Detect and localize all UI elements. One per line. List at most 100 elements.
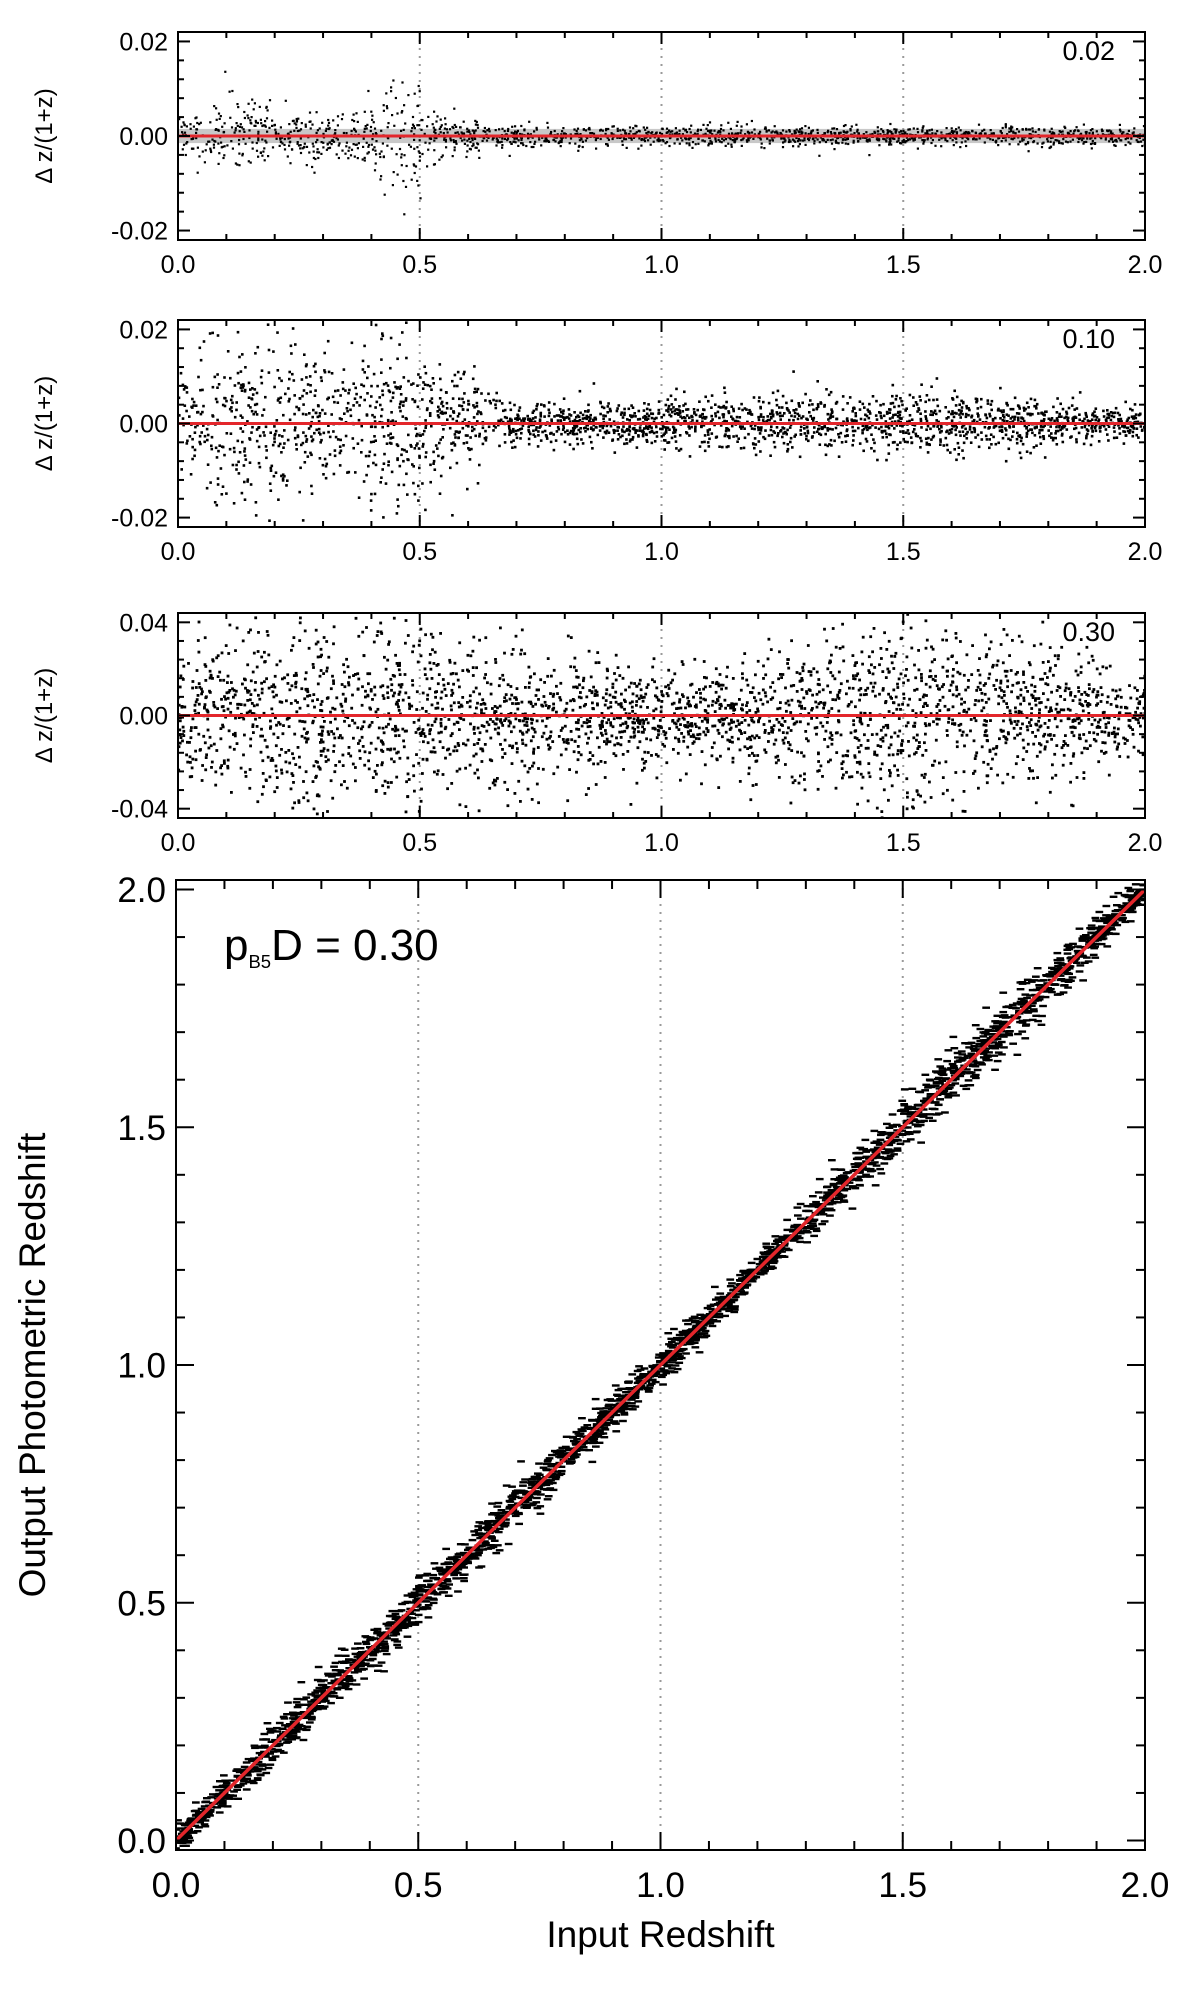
data-point — [747, 137, 750, 140]
data-point — [852, 439, 855, 442]
data-point — [461, 426, 465, 430]
data-point — [459, 377, 463, 380]
data-point — [401, 415, 405, 418]
data-point — [412, 774, 416, 778]
data-point — [861, 429, 864, 432]
data-point — [657, 733, 660, 737]
data-point — [249, 628, 252, 632]
data-point — [516, 131, 519, 134]
data-point — [1066, 416, 1070, 420]
data-point — [250, 431, 253, 434]
data-point — [938, 409, 942, 413]
data-point — [455, 419, 458, 423]
data-point — [900, 399, 903, 403]
data-point — [983, 692, 987, 696]
data-point — [734, 138, 737, 141]
data-point — [557, 142, 560, 145]
data-point — [322, 473, 325, 476]
data-point — [1003, 669, 1007, 673]
data-point — [296, 142, 299, 145]
data-point — [242, 128, 245, 131]
data-point — [718, 140, 721, 143]
data-point — [395, 443, 399, 446]
data-point — [467, 403, 471, 406]
data-point — [215, 107, 218, 110]
data-point — [731, 417, 734, 420]
data-point — [926, 136, 929, 140]
data-point — [420, 128, 423, 131]
data-point — [255, 439, 259, 443]
data-point — [508, 401, 512, 405]
data-point — [345, 141, 348, 144]
data-point — [816, 128, 819, 131]
data-point — [581, 442, 585, 445]
data-point — [578, 418, 582, 422]
data-point — [720, 141, 723, 144]
data-point — [546, 126, 550, 129]
data-point — [1132, 427, 1136, 430]
data-point — [1025, 725, 1029, 728]
data-point — [244, 458, 248, 461]
data-point — [708, 131, 711, 134]
data-point — [274, 716, 277, 720]
x-tick-label: 0.5 — [402, 538, 437, 566]
data-point — [227, 729, 231, 733]
data-point — [781, 129, 785, 132]
data-point — [670, 410, 674, 414]
data-point — [390, 90, 393, 93]
data-point — [853, 736, 857, 739]
data-point — [428, 653, 432, 656]
data-point — [408, 143, 411, 146]
data-point — [579, 427, 582, 430]
data-point — [707, 399, 710, 403]
data-point — [191, 757, 195, 761]
data-point — [737, 407, 741, 410]
data-point — [829, 413, 832, 416]
data-point — [573, 411, 576, 414]
data-point — [234, 129, 237, 132]
data-point — [1064, 126, 1067, 129]
data-point — [929, 427, 932, 431]
data-point — [1025, 401, 1029, 405]
data-point — [235, 401, 238, 404]
data-point — [776, 412, 779, 416]
data-point — [1113, 735, 1117, 739]
data-point — [668, 428, 671, 431]
data-point — [214, 397, 218, 401]
data-point — [1061, 432, 1064, 436]
data-point — [818, 432, 821, 435]
data-point — [503, 441, 507, 444]
data-point — [710, 142, 713, 145]
data-point — [562, 409, 565, 412]
data-point — [1088, 744, 1092, 748]
data-point — [471, 429, 474, 433]
data-point — [263, 650, 266, 654]
data-point — [393, 124, 396, 127]
data-point — [951, 398, 955, 401]
data-point — [439, 118, 442, 121]
data-point — [418, 159, 421, 162]
data-point — [237, 381, 240, 385]
data-point — [616, 407, 619, 410]
data-point — [1021, 442, 1025, 446]
data-point — [311, 415, 314, 419]
data-point — [1044, 682, 1048, 686]
data-point — [750, 427, 754, 430]
data-point — [947, 432, 951, 435]
data-point — [189, 729, 193, 732]
data-point — [353, 155, 356, 158]
data-point — [657, 140, 660, 143]
data-point — [484, 439, 488, 442]
data-point — [1013, 720, 1017, 723]
data-point — [279, 136, 282, 139]
data-point — [353, 120, 356, 123]
data-point — [671, 130, 674, 133]
data-point — [569, 414, 573, 417]
data-point — [199, 358, 203, 362]
data-point — [497, 423, 500, 427]
data-point — [266, 323, 270, 326]
data-point — [560, 140, 563, 144]
data-point — [793, 132, 796, 135]
data-point — [959, 411, 963, 415]
data-point — [191, 437, 194, 441]
